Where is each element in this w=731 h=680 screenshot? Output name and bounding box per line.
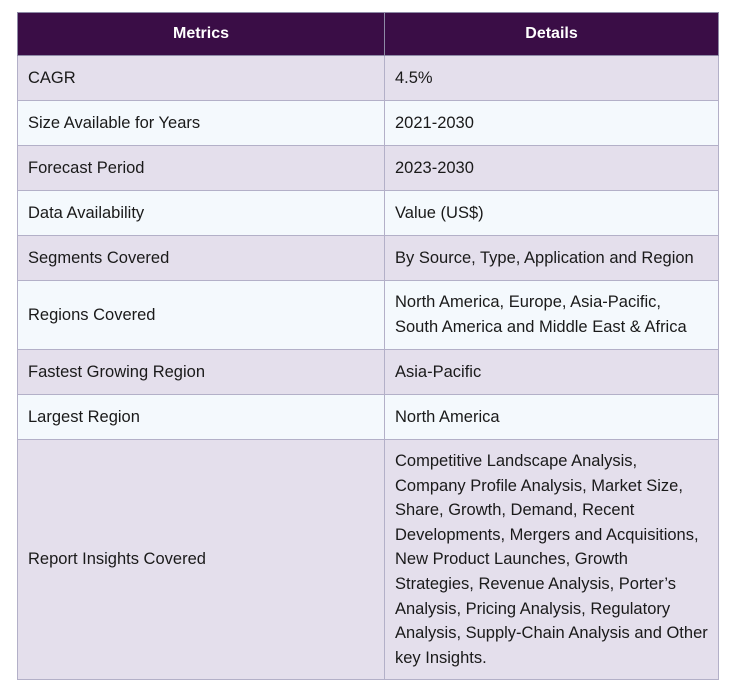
detail-cell: 2023-2030 bbox=[384, 145, 719, 191]
metric-cell: Report Insights Covered bbox=[17, 438, 385, 680]
header-details: Details bbox=[384, 12, 719, 56]
table-header-row: Metrics Details bbox=[17, 12, 719, 56]
detail-cell: North America, Europe, Asia-Pacific, Sou… bbox=[384, 280, 719, 350]
metric-cell: Largest Region bbox=[17, 394, 385, 440]
metric-cell: Fastest Growing Region bbox=[17, 349, 385, 395]
table-row: CAGR 4.5% bbox=[17, 55, 719, 101]
metrics-table-container: Metrics Details CAGR 4.5% Size Available… bbox=[17, 12, 719, 680]
metric-cell: CAGR bbox=[17, 55, 385, 101]
detail-cell: 4.5% bbox=[384, 55, 719, 101]
table-row: Fastest Growing Region Asia-Pacific bbox=[17, 349, 719, 395]
detail-cell: Competitive Landscape Analysis, Company … bbox=[384, 438, 719, 680]
table-row: Data Availability Value (US$) bbox=[17, 190, 719, 236]
detail-cell: Asia-Pacific bbox=[384, 349, 719, 395]
metric-cell: Regions Covered bbox=[17, 280, 385, 350]
table-row: Largest Region North America bbox=[17, 394, 719, 440]
detail-cell: By Source, Type, Application and Region bbox=[384, 235, 719, 281]
metric-cell: Size Available for Years bbox=[17, 100, 385, 146]
table-row: Forecast Period 2023-2030 bbox=[17, 145, 719, 191]
table-row: Segments Covered By Source, Type, Applic… bbox=[17, 235, 719, 281]
metric-cell: Data Availability bbox=[17, 190, 385, 236]
detail-cell: Value (US$) bbox=[384, 190, 719, 236]
metric-cell: Forecast Period bbox=[17, 145, 385, 191]
metrics-table: Metrics Details CAGR 4.5% Size Available… bbox=[17, 12, 719, 680]
detail-cell: North America bbox=[384, 394, 719, 440]
table-row: Report Insights Covered Competitive Land… bbox=[17, 438, 719, 680]
table-row: Size Available for Years 2021-2030 bbox=[17, 100, 719, 146]
metric-cell: Segments Covered bbox=[17, 235, 385, 281]
header-metrics: Metrics bbox=[17, 12, 385, 56]
detail-cell: 2021-2030 bbox=[384, 100, 719, 146]
table-row: Regions Covered North America, Europe, A… bbox=[17, 280, 719, 350]
